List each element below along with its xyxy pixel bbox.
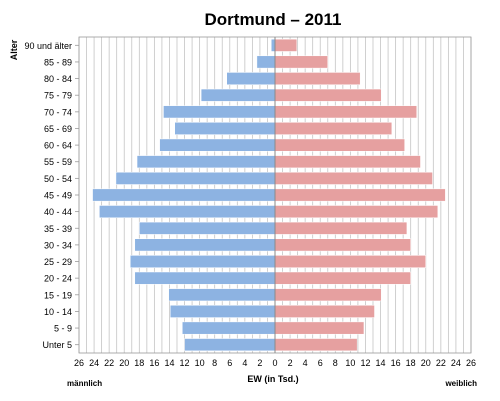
category-label: 60 - 64 [44, 141, 72, 151]
male-side-label: männlich [67, 379, 102, 388]
bar-female-9 [274, 188, 446, 202]
bar-female-11 [274, 155, 421, 169]
female-side-label: weiblich [444, 379, 477, 388]
bar-female-18 [274, 38, 298, 52]
bar-male-3 [168, 288, 276, 302]
category-label: 20 - 24 [44, 274, 72, 284]
x-tick-label: 0 [272, 358, 277, 368]
bar-male-4 [134, 271, 276, 285]
x-tick-label: 4 [242, 358, 247, 368]
bar-female-16 [274, 72, 361, 85]
bar-female-10 [274, 171, 433, 185]
category-label: 75 - 79 [44, 91, 72, 101]
category-label: 85 - 89 [44, 57, 72, 67]
bar-male-0 [184, 338, 276, 352]
x-tick-label: 24 [89, 358, 99, 368]
x-tick-label: 14 [164, 358, 174, 368]
x-tick-label: 4 [303, 358, 308, 368]
bar-female-5 [274, 255, 427, 268]
x-tick-label: 10 [345, 358, 355, 368]
x-tick-label: 26 [466, 358, 476, 368]
bar-female-15 [274, 88, 382, 102]
x-tick-label: 8 [212, 358, 217, 368]
x-tick-label: 18 [406, 358, 416, 368]
bar-female-4 [274, 271, 411, 285]
x-tick-label: 20 [119, 358, 129, 368]
bar-female-17 [274, 55, 329, 69]
category-label: 5 - 9 [54, 324, 72, 334]
category-label: 35 - 39 [44, 224, 72, 234]
bar-male-1 [182, 321, 276, 335]
category-label: 40 - 44 [44, 207, 72, 217]
x-tick-label: 26 [74, 358, 84, 368]
bar-female-2 [274, 305, 375, 318]
bar-female-8 [274, 205, 439, 219]
bar-male-11 [136, 155, 276, 169]
x-tick-label: 16 [149, 358, 159, 368]
category-label: 10 - 14 [44, 307, 72, 317]
x-tick-label: 2 [288, 358, 293, 368]
x-tick-label: 22 [104, 358, 114, 368]
x-tick-label: 14 [376, 358, 386, 368]
bar-male-14 [163, 105, 276, 119]
category-label: 25 - 29 [44, 257, 72, 267]
category-labels: Unter 5 5 - 9 10 - 14 15 - 19 20 - 24 25 - 29… [24, 41, 79, 350]
x-tick-label: 24 [451, 358, 461, 368]
category-label: 50 - 54 [44, 174, 72, 184]
bar-female-3 [274, 288, 382, 302]
category-label: 80 - 84 [44, 74, 72, 84]
bar-male-10 [115, 171, 276, 185]
bar-male-9 [92, 188, 276, 202]
x-tick-label: 6 [318, 358, 323, 368]
bar-male-12 [159, 138, 276, 152]
bar-male-5 [130, 255, 276, 268]
bar-male-2 [169, 305, 276, 318]
x-tick-label: 16 [391, 358, 401, 368]
bar-male-7 [139, 221, 276, 235]
x-tick-label: 18 [134, 358, 144, 368]
y-axis-label: Alter [9, 39, 19, 60]
x-tick-label: 12 [180, 358, 190, 368]
x-tick-labels: 26 24 22 20 18 16 14 12 10 8 6 4 2 0 2 4 6 8 10 12 14 16 18 20 2… [74, 358, 476, 368]
x-axis-label: EW (in Tsd.) [247, 374, 298, 384]
category-label: 90 und älter [24, 41, 72, 51]
plot-area: Unter 5 5 - 9 10 - 14 15 - 19 20 - 24 25 - 29… [24, 36, 476, 368]
category-label: 30 - 34 [44, 240, 72, 250]
category-label: 65 - 69 [44, 124, 72, 134]
bar-male-8 [99, 205, 276, 219]
bar-male-16 [226, 72, 276, 85]
x-tick-label: 8 [333, 358, 338, 368]
x-tick-label: 10 [195, 358, 205, 368]
category-label: 55 - 59 [44, 157, 72, 167]
x-tick-label: 2 [257, 358, 262, 368]
bar-male-6 [134, 238, 276, 252]
chart-title: Dortmund – 2011 [205, 10, 342, 29]
x-tick-label: 22 [436, 358, 446, 368]
bar-female-12 [274, 138, 405, 152]
bar-female-13 [274, 122, 393, 135]
bar-female-6 [274, 238, 411, 252]
bar-male-15 [200, 88, 276, 102]
x-tick-label: 20 [421, 358, 431, 368]
bar-female-14 [274, 105, 417, 119]
category-label: Unter 5 [42, 340, 72, 350]
category-label: 15 - 19 [44, 290, 72, 300]
category-label: 70 - 74 [44, 107, 72, 117]
category-label: 45 - 49 [44, 191, 72, 201]
bar-male-13 [174, 122, 276, 135]
x-tick-label: 6 [227, 358, 232, 368]
bars [92, 38, 446, 352]
bar-female-1 [274, 321, 365, 335]
bar-female-0 [274, 338, 358, 352]
bar-male-17 [256, 55, 276, 69]
bar-female-7 [274, 221, 408, 235]
bar-male-18 [270, 38, 276, 52]
x-tick-label: 12 [360, 358, 370, 368]
